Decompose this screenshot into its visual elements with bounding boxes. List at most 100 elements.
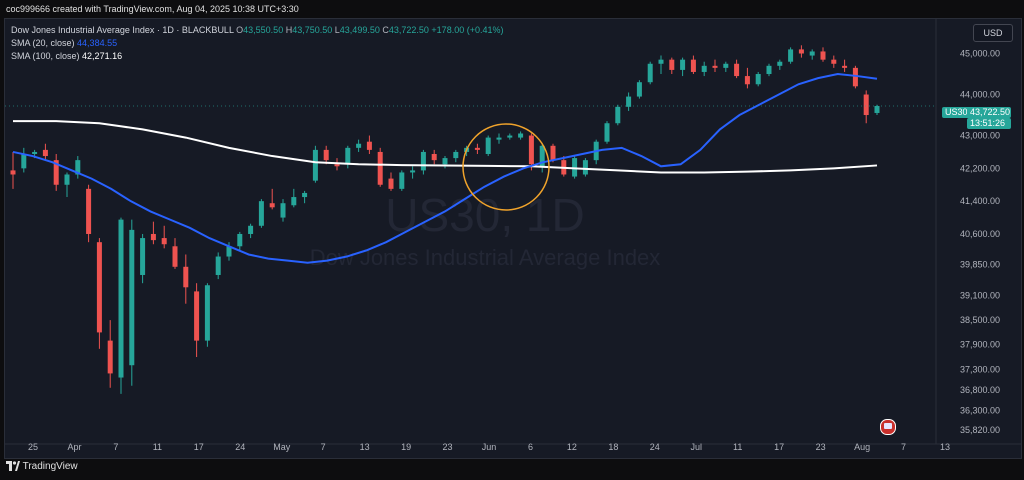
- candle-body: [10, 170, 16, 175]
- candle-body: [485, 137, 491, 154]
- y-tick-label: 42,200.00: [960, 163, 1000, 173]
- candle-body: [712, 65, 718, 68]
- candle-body: [852, 67, 858, 87]
- legend-change: +178.00 (+0.41%): [431, 25, 504, 35]
- candle-body: [604, 123, 610, 142]
- candle-body: [626, 96, 632, 107]
- candle-body: [658, 59, 664, 64]
- x-tick-label: 7: [321, 442, 326, 452]
- candle-body: [863, 94, 869, 116]
- candle-body: [42, 149, 48, 157]
- sma20-legend[interactable]: SMA (20, close) 44,384.55: [11, 38, 117, 48]
- x-tick-label: 24: [650, 442, 660, 452]
- candle-body: [690, 59, 696, 72]
- candle-body: [194, 291, 200, 341]
- candle-body: [831, 59, 837, 64]
- x-tick-label: 17: [194, 442, 204, 452]
- candle-body: [204, 285, 210, 341]
- candle-body: [874, 106, 880, 113]
- x-tick-label: 7: [113, 442, 118, 452]
- y-tick-label: 44,000.00: [960, 90, 1000, 100]
- bar-countdown-tag: 13:51:26: [967, 118, 1011, 129]
- highlight-circle: [462, 123, 550, 211]
- candle-body: [53, 160, 59, 185]
- candle-body: [572, 158, 578, 177]
- symbol-legend: Dow Jones Industrial Average Index · 1D …: [11, 25, 503, 35]
- candle-body: [107, 340, 113, 374]
- us-flag-event-icon[interactable]: [880, 419, 896, 435]
- sma20-value: 44,384.55: [77, 38, 118, 48]
- candle-body: [334, 164, 340, 167]
- x-tick-label: 25: [28, 442, 38, 452]
- sma100-value: 42,271.16: [82, 51, 123, 61]
- y-tick-label: 40,600.00: [960, 229, 1000, 239]
- candle-body: [766, 65, 772, 75]
- y-tick-label: 36,300.00: [960, 405, 1000, 415]
- legend-c-label: C: [382, 25, 389, 35]
- x-tick-label: 17: [774, 442, 784, 452]
- candle-body: [723, 63, 729, 68]
- candle-body: [237, 233, 243, 247]
- x-tick-label: 13: [940, 442, 950, 452]
- candle-body: [518, 133, 524, 138]
- candle-body: [248, 225, 254, 234]
- footer-brand-label: TradingView: [22, 461, 78, 472]
- candle-body: [356, 143, 362, 148]
- candle-body: [582, 160, 588, 175]
- candle-body: [215, 256, 221, 275]
- watermark-symbol: US30, 1D: [385, 189, 584, 241]
- candle-body: [377, 151, 383, 185]
- candle-body: [442, 158, 448, 165]
- x-tick-label: 12: [567, 442, 577, 452]
- tradingview-logo-icon: [6, 461, 20, 472]
- currency-button[interactable]: USD: [973, 24, 1013, 42]
- y-tick-label: 35,820.00: [960, 425, 1000, 435]
- x-tick-label: Aug: [854, 442, 870, 452]
- chart-panel[interactable]: US30, 1D Dow Jones Industrial Average Ind…: [4, 18, 1022, 459]
- candle-body: [539, 145, 545, 167]
- candle-body: [345, 147, 351, 165]
- candle-body: [140, 238, 146, 275]
- candle-body: [183, 266, 189, 288]
- candle-body: [474, 147, 480, 150]
- candle-body: [312, 149, 318, 181]
- candle-body: [269, 203, 275, 208]
- candle-body: [161, 238, 167, 245]
- y-tick-label: 37,300.00: [960, 364, 1000, 374]
- sma100-legend[interactable]: SMA (100, close) 42,271.16: [11, 51, 122, 61]
- candle-body: [366, 141, 372, 150]
- candle-body: [496, 137, 502, 140]
- candle-body: [399, 172, 405, 189]
- x-tick-label: Apr: [67, 442, 81, 452]
- chart-caption: coc999666 created with TradingView.com, …: [6, 4, 299, 14]
- x-tick-label: 11: [733, 442, 742, 452]
- candle-body: [226, 246, 232, 257]
- candle-body: [302, 192, 308, 198]
- x-tick-label: 18: [608, 442, 618, 452]
- x-tick-label: Jul: [691, 442, 703, 452]
- legend-l-label: L: [334, 25, 340, 35]
- candle-body: [528, 135, 534, 165]
- candle-body: [388, 178, 394, 189]
- x-tick-label: Jun: [482, 442, 497, 452]
- candle-body: [788, 49, 794, 62]
- candlestick-chart[interactable]: US30, 1D Dow Jones Industrial Average Ind…: [5, 19, 1021, 458]
- candle-body: [75, 160, 81, 175]
- candle-body: [647, 63, 653, 83]
- candle-body: [809, 51, 815, 56]
- y-tick-label: 37,900.00: [960, 340, 1000, 350]
- candle-body: [734, 63, 740, 77]
- candle-body: [669, 59, 675, 70]
- y-tick-label: 43,000.00: [960, 131, 1000, 141]
- sma20-line: [12, 73, 878, 264]
- legend-low: 43,499.50: [339, 25, 380, 35]
- candle-body: [118, 219, 124, 378]
- last-price-tag: 43,722.50: [967, 107, 1011, 118]
- sma20-label: SMA (20, close): [11, 38, 75, 48]
- candle-body: [431, 153, 437, 161]
- x-tick-label: 13: [360, 442, 370, 452]
- footer-brand[interactable]: TradingView: [6, 461, 78, 472]
- candle-body: [21, 153, 27, 169]
- sma100-label: SMA (100, close): [11, 51, 80, 61]
- candle-body: [507, 135, 513, 138]
